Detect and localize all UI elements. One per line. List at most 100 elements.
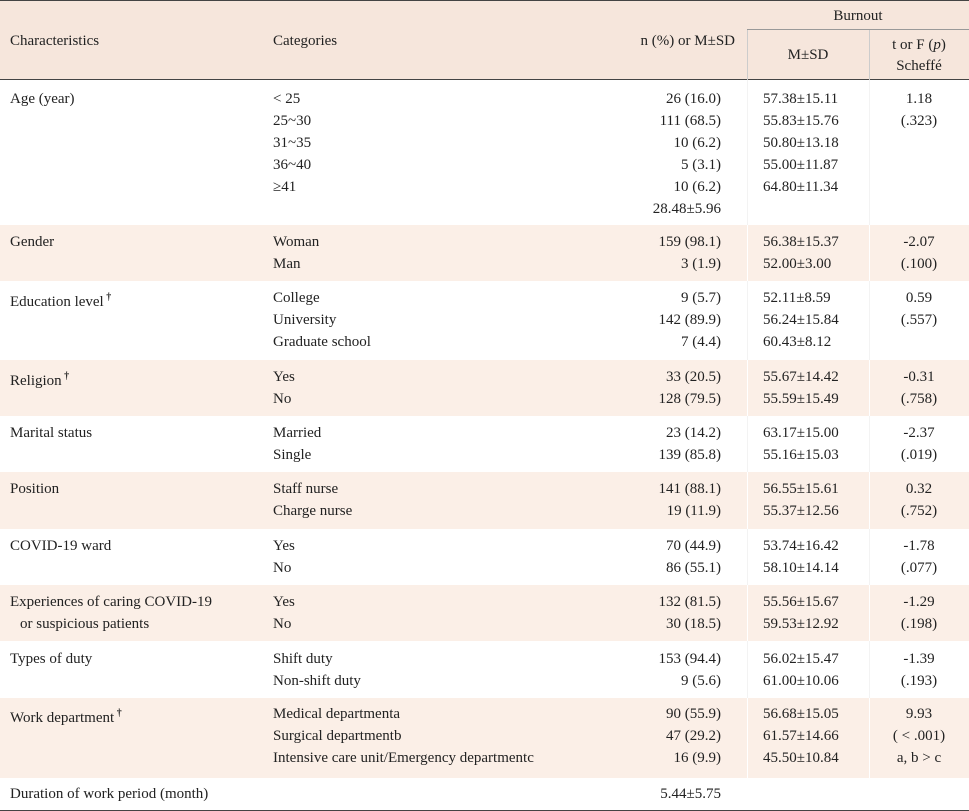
test-statistic-value: (.323)	[900, 113, 938, 129]
burnout-msd-value: 52.11±8.59	[763, 290, 831, 306]
characteristic-label-line2: or suspicious patients	[20, 616, 150, 632]
characteristic-label: Marital status	[10, 425, 93, 441]
test-statistic-value: 0.32	[905, 481, 933, 497]
column-divider	[747, 416, 748, 472]
n-percent-value: 9 (5.7)	[681, 290, 721, 306]
n-percent-value: 111 (68.5)	[659, 113, 721, 129]
burnout-msd-value: 55.67±14.42	[763, 369, 839, 385]
burnout-msd-value: 56.24±15.84	[763, 312, 839, 328]
n-percent-value: 10 (6.2)	[673, 179, 722, 195]
table-row: Work department † Medical departmenta Surg…	[0, 698, 969, 778]
column-divider	[747, 281, 748, 360]
category-value: Medical departmenta	[273, 706, 401, 722]
category-value: No	[273, 391, 292, 407]
category-value: Woman	[273, 234, 320, 250]
n-percent-value: 139 (85.8)	[658, 447, 722, 463]
burnout-msd-value: 63.17±15.00	[763, 425, 839, 441]
test-statistic-value: -1.78	[903, 538, 935, 554]
n-percent-value: 47 (29.2)	[666, 728, 721, 744]
column-divider	[869, 281, 870, 360]
dagger-footnote-mark: †	[61, 371, 70, 382]
table-row: Religion † Yes No 33 (20.5) 128 (79.5) 55.67±…	[0, 360, 969, 416]
n-percent-value: 16 (9.9)	[673, 750, 722, 766]
burnout-msd-value: 55.56±15.67	[763, 594, 839, 610]
test-statistic-value: (.100)	[900, 256, 938, 272]
test-statistic-value: -2.37	[903, 425, 935, 441]
table-row: Types of duty Shift duty Non-shift duty 153…	[0, 641, 969, 698]
column-divider	[869, 529, 870, 585]
characteristic-label: Work department †	[10, 708, 122, 726]
category-value: No	[273, 616, 292, 632]
category-value: Yes	[273, 538, 295, 554]
characteristic-label: Education level †	[10, 292, 112, 310]
table-row: Gender Woman Man 159 (98.1) 3 (1.9) 56.38±15.…	[0, 225, 969, 281]
n-percent-value: 9 (5.6)	[681, 673, 721, 689]
header-scheffe: Scheffé	[896, 58, 942, 74]
characteristic-label: Gender	[10, 234, 55, 250]
column-divider	[747, 698, 748, 778]
dagger-footnote-mark: †	[103, 292, 112, 303]
burnout-msd-value: 56.38±15.37	[763, 234, 839, 250]
burnout-msd-value: 55.16±15.03	[763, 447, 839, 463]
n-percent-value: 7 (4.4)	[681, 334, 721, 350]
n-percent-value: 5.44±5.75	[660, 786, 721, 802]
test-statistic-value: 0.59	[905, 290, 933, 306]
column-divider	[869, 585, 870, 641]
column-divider	[869, 416, 870, 472]
n-percent-value: 28.48±5.96	[652, 201, 721, 217]
column-divider	[747, 641, 748, 698]
burnout-msd-value: 59.53±12.92	[763, 616, 839, 632]
burnout-msd-value: 60.43±8.12	[763, 334, 832, 350]
category-value: Staff nurse	[273, 481, 339, 497]
n-percent-value: 33 (20.5)	[666, 369, 721, 385]
burnout-msd-value: 61.57±14.66	[763, 728, 839, 744]
n-percent-value: 90 (55.9)	[666, 706, 721, 722]
characteristic-label: Experiences of caring COVID-19	[10, 594, 213, 610]
burnout-msd-value: 55.83±15.76	[763, 113, 839, 129]
test-statistic-value: 9.93	[905, 706, 933, 722]
category-value: 31~35	[273, 135, 312, 151]
category-value: University	[273, 312, 337, 328]
category-value: 25~30	[273, 113, 312, 129]
column-divider	[869, 80, 870, 225]
test-statistic-value: -1.29	[903, 594, 935, 610]
category-value: Non-shift duty	[273, 673, 361, 689]
n-percent-value: 70 (44.9)	[666, 538, 721, 554]
n-percent-value: 5 (3.1)	[681, 157, 721, 173]
burnout-msd-value: 55.59±15.49	[763, 391, 839, 407]
header-t-or-f: t or F (p)	[892, 37, 946, 53]
table-row: Position Staff nurse Charge nurse 141 (88.1…	[0, 472, 969, 529]
burnout-msd-value: 56.68±15.05	[763, 706, 839, 722]
n-percent-value: 159 (98.1)	[658, 234, 722, 250]
table-header: Characteristics Categories n (%) or M±SD…	[0, 0, 969, 81]
n-percent-value: 3 (1.9)	[681, 256, 721, 272]
test-statistic-value: (.752)	[900, 503, 938, 519]
test-statistic-value: (.077)	[900, 560, 938, 576]
n-percent-value: 10 (6.2)	[673, 135, 722, 151]
test-statistic-value: -0.31	[903, 369, 935, 385]
burnout-msd-value: 58.10±14.14	[763, 560, 839, 576]
characteristic-label: Position	[10, 481, 60, 497]
category-value: No	[273, 560, 292, 576]
burnout-msd-value: 61.00±10.06	[763, 673, 839, 689]
test-statistic-value: a, b > c	[896, 750, 942, 766]
column-divider	[869, 472, 870, 529]
characteristic-label: Types of duty	[10, 651, 93, 667]
characteristic-label: COVID-19 ward	[10, 538, 112, 554]
category-value: 36~40	[273, 157, 312, 173]
n-percent-value: 128 (79.5)	[658, 391, 722, 407]
burnout-msd-value: 52.00±3.00	[763, 256, 832, 272]
n-percent-value: 26 (16.0)	[666, 91, 721, 107]
dagger-footnote-mark: †	[114, 708, 122, 719]
test-statistic-value: -1.39	[903, 651, 935, 667]
test-statistic-value: (.198)	[900, 616, 938, 632]
burnout-msd-value: 50.80±13.18	[763, 135, 839, 151]
characteristic-label: Duration of work period (month)	[10, 786, 209, 802]
table-row: Education level † College University Gradua…	[0, 281, 969, 360]
category-value: Intensive care unit/Emergency department…	[273, 750, 534, 766]
burnout-msd-value: 64.80±11.34	[763, 179, 839, 195]
category-value: College	[273, 290, 320, 306]
column-divider	[747, 225, 748, 281]
column-divider	[747, 529, 748, 585]
